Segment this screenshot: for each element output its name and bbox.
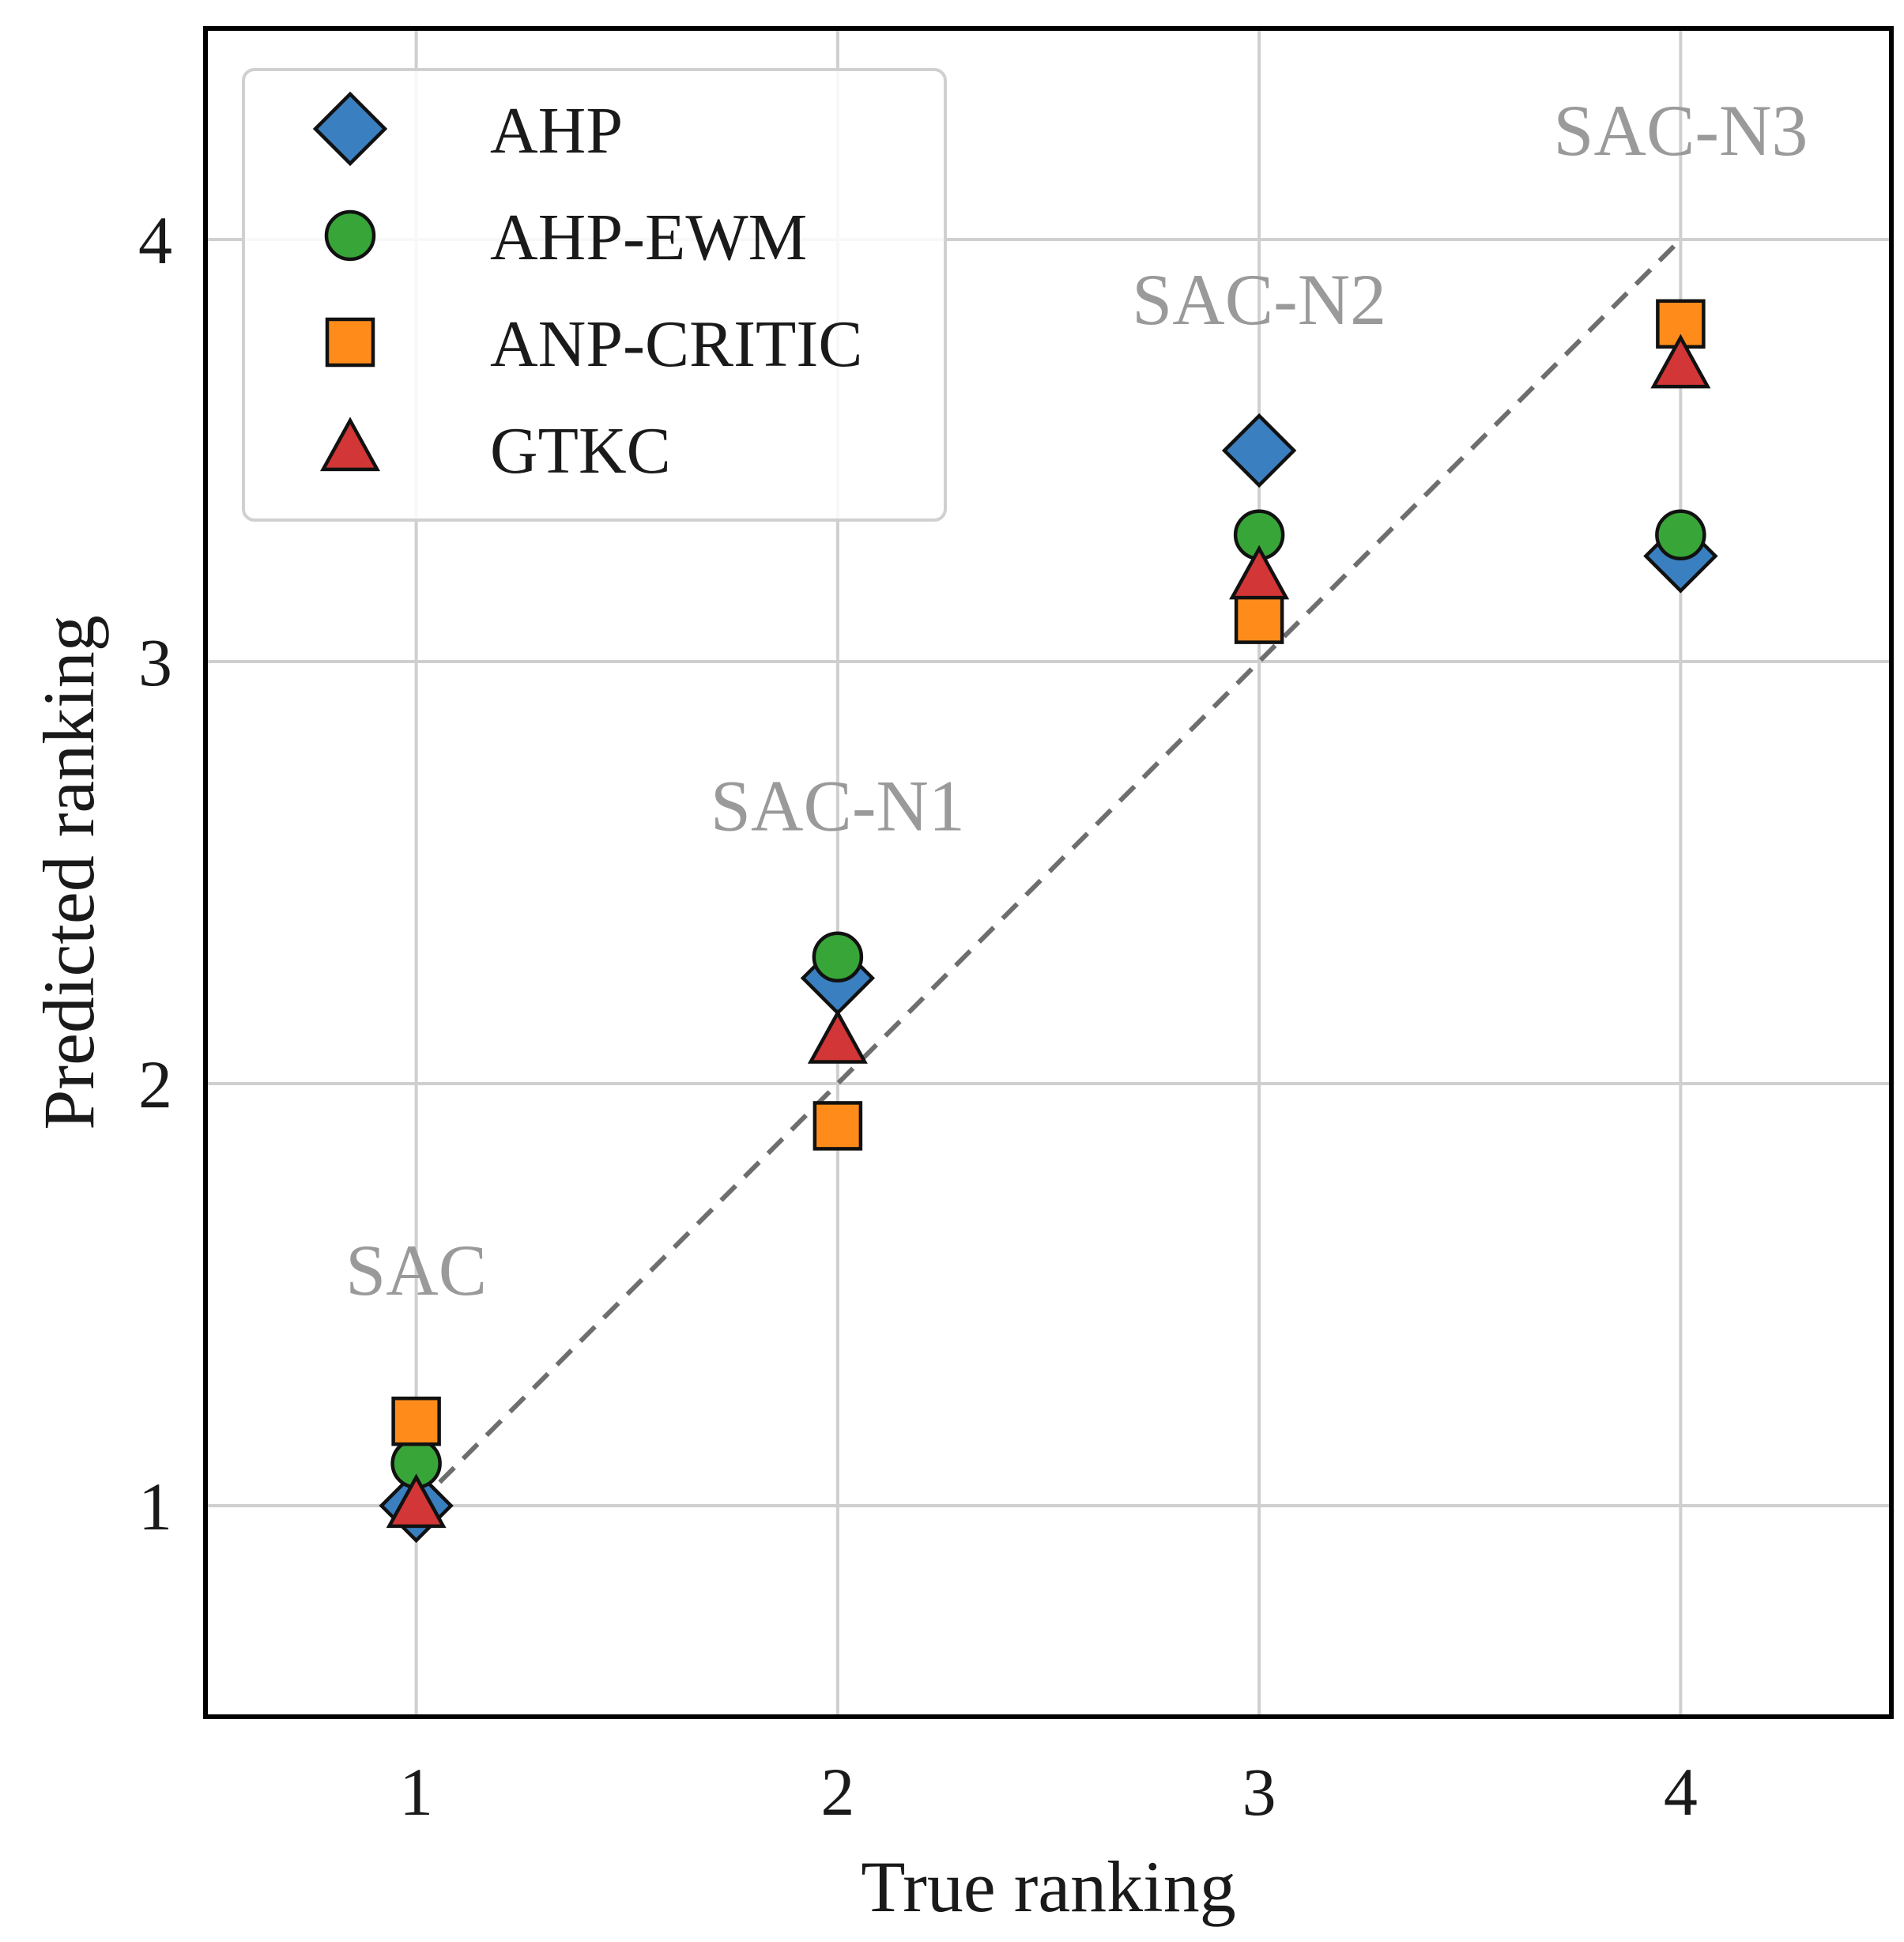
legend-item-gtkc: GTKC (319, 414, 671, 488)
legend-item-ahp: AHP (312, 91, 623, 168)
x-tick-label: 3 (1242, 1754, 1276, 1830)
legend-box (242, 68, 947, 522)
x-axis-title: True ranking (861, 1846, 1235, 1927)
legend-item-anp-critic: ANP-CRITIC (325, 307, 862, 381)
legend-label: AHP (490, 94, 623, 168)
anp-critic-point (1234, 594, 1284, 644)
point-annotations: SAC SAC-N1 SAC-N2 SAC-N3 (345, 90, 1808, 1310)
gtkc-point (1650, 334, 1711, 389)
legend-circle-icon (324, 209, 376, 262)
legend-triangle-icon (319, 417, 381, 472)
gtkc-point (1229, 545, 1290, 600)
y-tick-label: 1 (138, 1469, 172, 1544)
annotation-sac-n3: SAC-N3 (1553, 90, 1808, 171)
ahp-point (1221, 413, 1297, 488)
gtkc-point (386, 1473, 447, 1529)
ahp-ewm-point (1655, 509, 1706, 561)
markers (379, 299, 1718, 1544)
legend-diamond-icon (312, 91, 388, 167)
tick-labels: 1 2 3 4 1 2 3 4 (138, 202, 1698, 1830)
y-axis-title: Predicted ranking (28, 615, 109, 1129)
ahp-ewm-point (812, 931, 864, 983)
y-tick-label: 3 (138, 624, 172, 700)
anp-critic-point (391, 1396, 441, 1446)
annotation-sac-n1: SAC-N1 (711, 766, 965, 847)
series-anp-critic-points (391, 299, 1706, 1446)
anp-critic-point (812, 1101, 863, 1151)
annotation-sac: SAC (345, 1230, 487, 1310)
y-tick-label: 4 (138, 202, 172, 278)
legend-square-icon (325, 317, 375, 368)
legend-label: GTKC (490, 414, 671, 488)
x-tick-label: 1 (399, 1754, 433, 1830)
series-gtkc-points (386, 334, 1711, 1529)
legend: AHP AHP-EWM ANP-CRITIC GTKC (242, 68, 947, 522)
x-tick-label: 2 (820, 1754, 854, 1830)
gtkc-point (807, 1009, 868, 1064)
plot-frame (203, 26, 1894, 1719)
legend-item-ahp-ewm: AHP-EWM (324, 201, 807, 274)
legend-label: ANP-CRITIC (490, 307, 862, 381)
y-tick-label: 2 (138, 1046, 172, 1122)
legend-label: AHP-EWM (490, 201, 807, 274)
annotation-sac-n2: SAC-N2 (1132, 259, 1386, 340)
x-tick-label: 4 (1664, 1754, 1698, 1830)
